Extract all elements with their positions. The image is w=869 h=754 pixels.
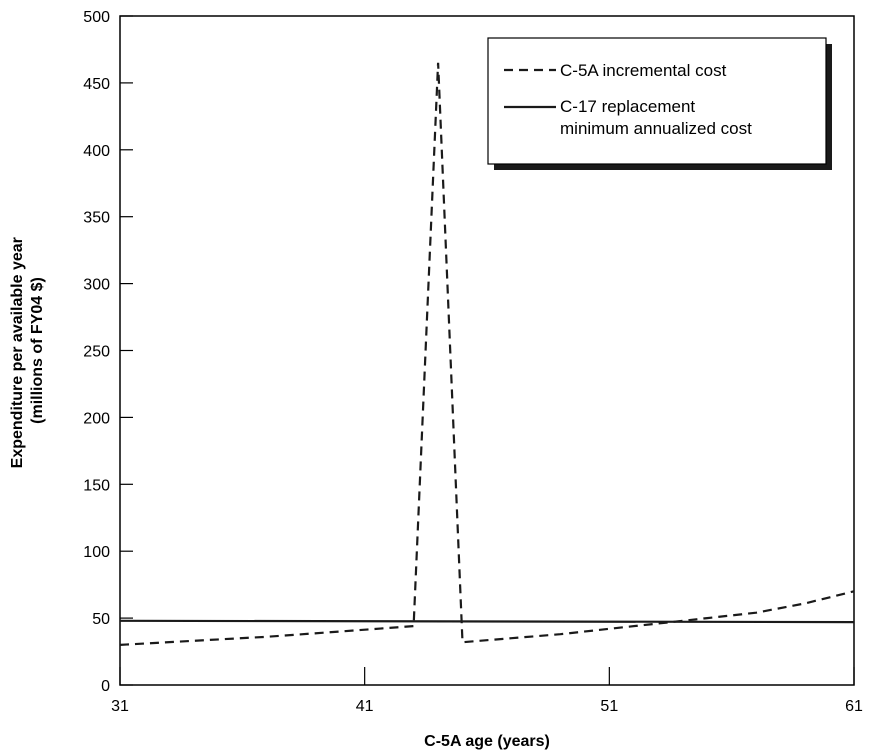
- y-tick-label: 350: [83, 210, 110, 227]
- series-lines: [119, 62, 855, 646]
- series-line-c5a-incremental-cost: [119, 62, 855, 646]
- y-tick-label: 50: [92, 611, 110, 628]
- legend: C-5A incremental cost C-17 replacement m…: [487, 37, 832, 170]
- x-tick-label: 31: [111, 698, 129, 715]
- y-axis-title-line-2: (millions of FY04 $): [29, 277, 46, 424]
- y-tick-label: 250: [83, 344, 110, 361]
- y-tick-label: 150: [83, 477, 110, 494]
- y-tick-label: 450: [83, 76, 110, 93]
- legend-label-c17-line-2: minimum annualized cost: [560, 119, 752, 138]
- y-tick-label: 300: [83, 277, 110, 294]
- y-axis-ticks: 0 50 100 150 200 250 300 350 400 450 500: [83, 9, 133, 695]
- y-tick-label: 200: [83, 410, 110, 427]
- y-axis-title: Expenditure per available year (millions…: [9, 233, 46, 469]
- x-axis-title: C-5A age (years): [424, 733, 550, 750]
- y-tick-label: 100: [83, 544, 110, 561]
- y-tick-label: 0: [101, 678, 110, 695]
- legend-box: [487, 37, 827, 165]
- x-axis-ticks: 31 41 51 61: [111, 667, 863, 715]
- legend-label-c5a: C-5A incremental cost: [560, 61, 727, 80]
- y-axis-title-line-1: Expenditure per available year: [9, 237, 26, 468]
- series-line-c17-replacement-cost: [119, 619, 855, 624]
- legend-label-c17: C-17 replacement minimum annualized cost: [560, 97, 752, 138]
- y-tick-label: 400: [83, 143, 110, 160]
- x-tick-label: 51: [600, 698, 618, 715]
- legend-label-c17-line-1: C-17 replacement: [560, 97, 695, 116]
- x-tick-label: 41: [356, 698, 374, 715]
- x-tick-label: 61: [845, 698, 863, 715]
- y-tick-label: 500: [83, 9, 110, 26]
